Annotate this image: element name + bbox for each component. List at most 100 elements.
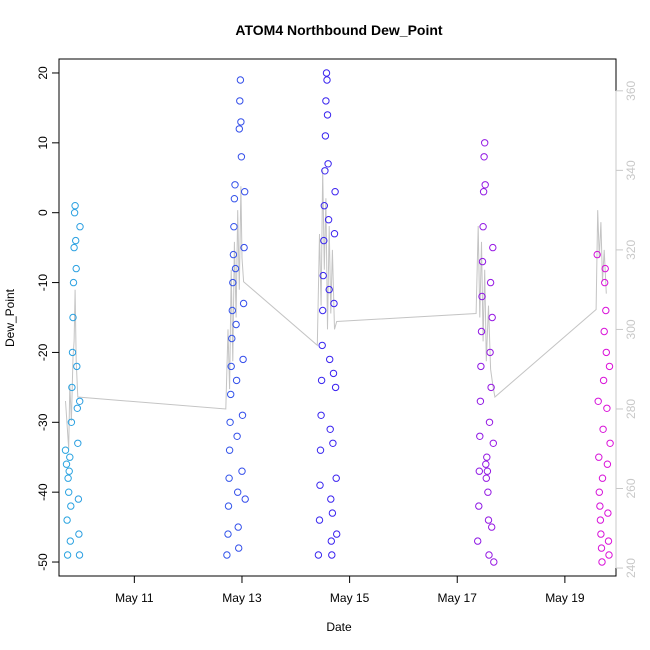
x-tick-label: May 15 [330,591,370,605]
data-point [486,348,494,357]
data-point [604,537,613,545]
y-tick-label: -50 [36,553,50,571]
data-point [599,376,608,385]
data-point [224,502,233,510]
data-point [605,362,614,371]
y-tick-label: 20 [36,66,50,80]
data-point [595,488,603,496]
secondary-series-line [65,170,607,449]
data-point [73,404,82,412]
data-points-layer [61,69,614,566]
data-point [67,418,76,426]
data-point [230,195,239,203]
data-point [224,530,232,538]
data-point [231,264,240,273]
data-point [327,495,335,503]
data-point [232,376,241,385]
data-point [324,160,332,168]
data-point [228,334,236,343]
y-tick-label: 0 [36,209,50,216]
data-point [598,474,607,482]
data-point [223,551,231,559]
data-point [225,474,233,482]
data-point [70,243,78,252]
data-point [477,327,486,336]
data-point [488,313,496,322]
data-point [483,453,491,461]
data-point [477,362,485,371]
data-point [476,397,485,405]
y-axis-left: -50 -40 -30 -20 -10 0 10 20 [36,66,60,571]
data-point [76,397,84,405]
data-point [482,474,490,482]
data-point [68,383,76,392]
data-point [606,439,614,447]
data-point [227,390,235,399]
data-point [326,425,334,433]
data-point [73,362,81,371]
data-point [74,439,82,447]
data-point [331,188,339,196]
data-point [320,236,328,245]
x-tick-label: May 19 [545,591,585,605]
data-point [70,209,79,217]
data-point [476,432,484,440]
data-point [234,488,242,496]
data-point [316,446,325,454]
data-point [235,544,243,552]
y2-tick-label: 340 [624,160,638,180]
data-point [604,509,612,517]
data-point [603,404,611,412]
y-axis-right: 240 260 280 300 320 340 360 [615,80,638,578]
x-tick-label: May 17 [438,591,478,605]
data-point [488,523,496,531]
data-point [228,306,237,315]
data-point [478,257,487,266]
data-point [68,348,77,357]
data-point [72,264,80,273]
data-point [67,502,75,510]
y-tick-label: 10 [36,136,50,150]
data-point [75,551,84,559]
data-point [64,474,72,482]
data-point [66,537,75,545]
data-point [62,460,71,468]
data-point [481,181,489,189]
x-axis: May 11 May 13 May 15 May 17 May 19 [115,575,585,605]
y2-tick-label: 320 [624,240,638,260]
data-point [318,341,326,350]
data-point [485,551,493,559]
data-point [331,383,340,392]
data-point [63,551,72,559]
data-point [330,230,339,238]
data-point [599,425,607,433]
data-point [323,111,332,119]
data-point [316,481,324,489]
y-tick-label: -30 [36,413,50,431]
data-point [239,299,248,308]
data-point [230,223,238,231]
data-point [229,278,237,287]
data-point [479,188,488,196]
data-point [602,306,610,315]
y-tick-label: -40 [36,483,50,501]
chart-title: ATOM4 Northbound Dew_Point [235,22,442,38]
plot-area-frame [58,58,617,577]
data-point [324,216,333,224]
data-point [75,530,83,538]
data-point [485,418,494,426]
data-point [484,488,492,496]
data-point [603,460,612,468]
data-point [605,551,613,559]
data-point [69,278,78,287]
data-point [321,167,329,175]
data-point [479,223,487,231]
y2-tick-label: 260 [624,478,638,498]
data-point [595,453,603,461]
data-point [597,544,606,552]
data-point [600,327,608,336]
data-point [330,299,338,308]
data-point [487,383,495,392]
data-point [240,243,248,252]
